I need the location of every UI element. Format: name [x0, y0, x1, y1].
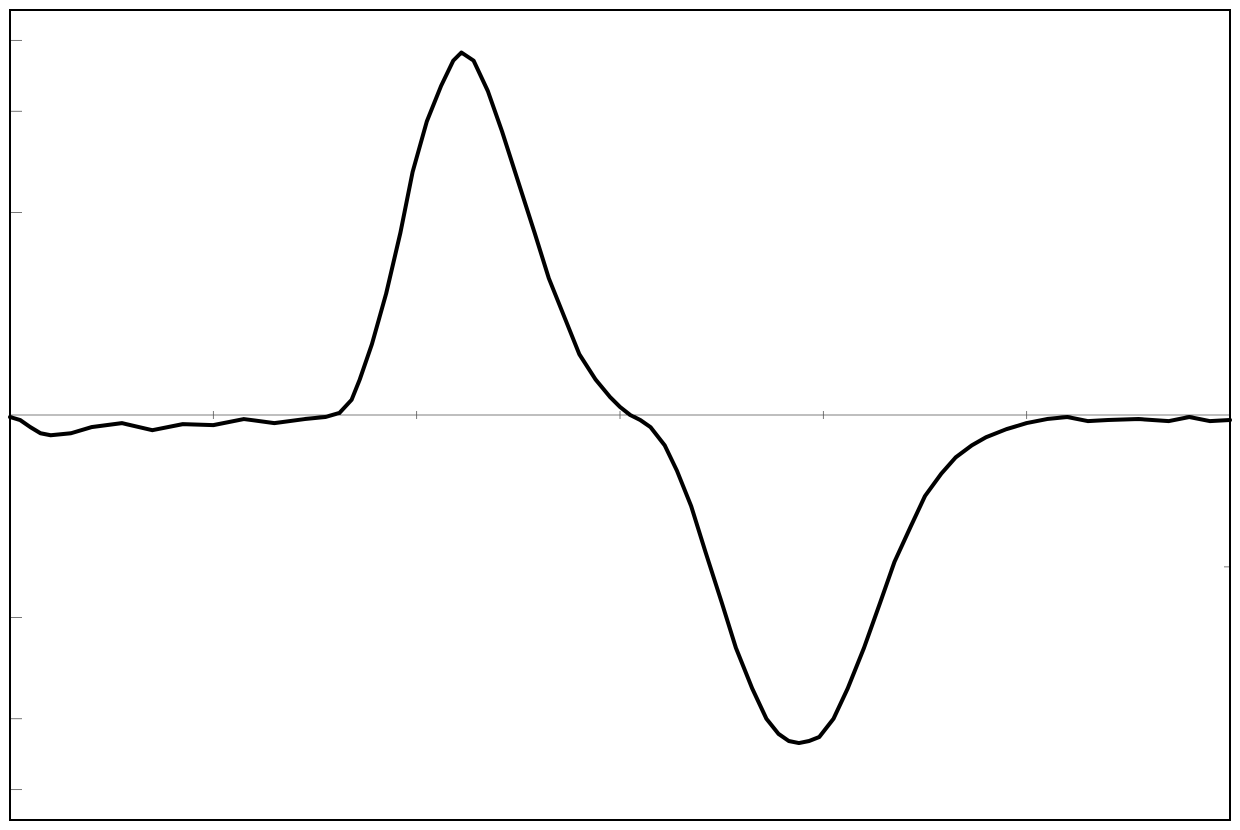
- line-chart: [0, 0, 1240, 830]
- chart-svg: [0, 0, 1240, 830]
